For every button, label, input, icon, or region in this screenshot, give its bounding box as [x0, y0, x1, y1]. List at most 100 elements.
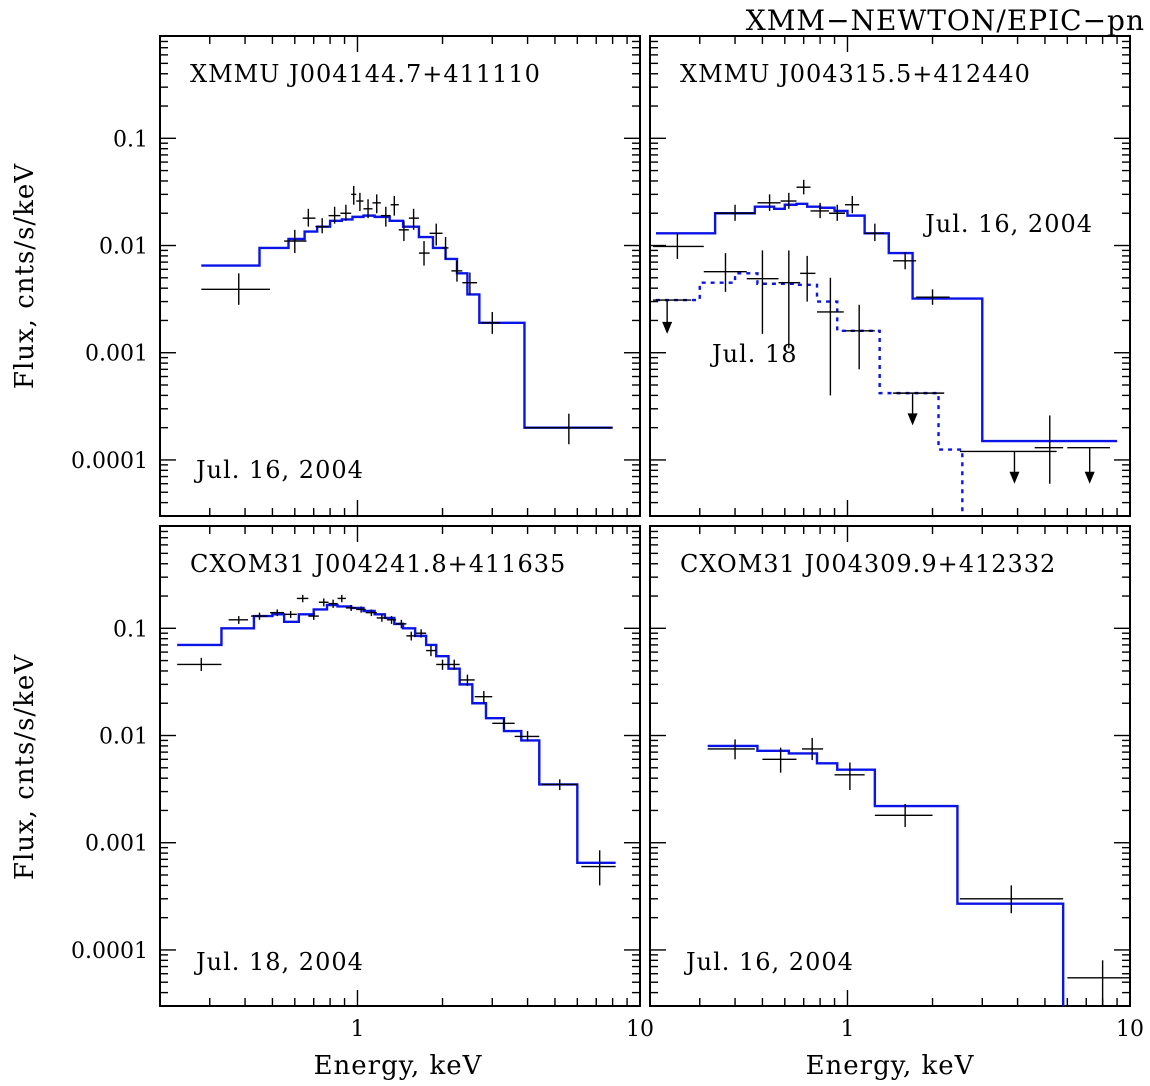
plot-frame — [649, 525, 1131, 1007]
data-point — [874, 803, 933, 828]
data-point — [351, 185, 357, 205]
data-point — [308, 612, 319, 620]
x-tick-label: 1 — [840, 1017, 854, 1042]
data-point — [1034, 415, 1064, 484]
instrument-title: XMM−NEWTON/EPIC−pn — [746, 4, 1145, 37]
data-point — [380, 206, 391, 227]
plot-frame — [649, 35, 1131, 517]
upper-limit-point — [959, 450, 1057, 484]
model-step-solid — [655, 202, 1118, 443]
data-point — [893, 252, 917, 270]
y-tick-label: 0.0001 — [71, 449, 148, 474]
model-step-dotted — [655, 272, 964, 516]
data-point — [390, 195, 399, 216]
data-point — [481, 311, 501, 334]
data-point — [653, 233, 704, 259]
data-point — [448, 659, 460, 670]
data-point — [328, 206, 341, 224]
panel-4: 1 10 CXOM31 J004309.9+412332 Jul. 16, 2004 — [649, 525, 1144, 1042]
data-point — [780, 192, 797, 209]
data-point — [810, 202, 829, 219]
data-point — [707, 739, 755, 760]
data-point — [703, 253, 747, 292]
data-point — [340, 204, 352, 221]
data-point — [318, 598, 329, 607]
model-step-solid — [707, 744, 1065, 1006]
data-point — [406, 631, 416, 641]
data-point — [757, 194, 781, 211]
panel-title: CXOM31 J004309.9+412332 — [680, 550, 1056, 578]
y-axis-label-bottom: Flux, cnts/s/keV — [10, 654, 40, 880]
observation-date-label: Jul. 16, 2004 — [683, 948, 854, 976]
data-point — [492, 718, 515, 730]
plot-frame — [159, 525, 641, 1007]
upper-limit-point — [1067, 447, 1111, 484]
data-point — [514, 731, 540, 742]
y-tick-label: 0.01 — [99, 235, 148, 260]
data-point — [828, 204, 845, 221]
data-point — [337, 594, 346, 603]
x-axis-label-left: Energy, keV — [314, 1051, 483, 1081]
y-tick-label: 0.001 — [85, 832, 148, 857]
x-tick-label: 10 — [626, 1017, 654, 1042]
data-point — [398, 220, 409, 242]
plot-frame — [159, 35, 641, 517]
data-point — [844, 304, 875, 370]
data-point — [746, 250, 779, 334]
data-point — [345, 604, 357, 612]
data-point — [834, 762, 865, 791]
data-point — [459, 674, 475, 686]
data-point — [426, 645, 437, 657]
data-point — [386, 616, 397, 624]
data-point — [228, 616, 249, 624]
data-point — [372, 194, 381, 214]
data-point — [396, 619, 407, 629]
observation-date-label: Jul. 18 — [709, 340, 798, 368]
panel-1: 0.0001 0.001 0.01 0.1 XMMU J004144.7+411110 J… — [71, 35, 641, 517]
data-point — [916, 289, 950, 305]
data-point — [328, 599, 338, 608]
data-point — [269, 609, 285, 617]
data-point — [408, 208, 419, 230]
data-point — [296, 594, 309, 603]
data-point — [284, 229, 307, 254]
observation-date-label: Jul. 16, 2004 — [922, 210, 1093, 238]
upper-limit-point — [893, 392, 945, 426]
data-point — [302, 208, 316, 227]
panel-3: 0.0001 0.001 0.01 0.1 1 10 CXOM31 J004241.8+41… — [71, 525, 654, 1042]
data-point — [284, 611, 297, 618]
panel-title: XMMU J004144.7+411110 — [190, 60, 541, 88]
data-point — [801, 737, 824, 761]
x-tick-label: 10 — [1116, 1017, 1144, 1042]
y-axis-label-top: Flux, cnts/s/keV — [10, 163, 40, 389]
x-axis-label-right: Energy, keV — [806, 1051, 975, 1081]
y-tick-label: 0.001 — [85, 342, 148, 367]
data-point — [1067, 960, 1130, 1006]
upper-limit-point — [653, 299, 692, 334]
data-point — [436, 659, 449, 670]
data-point — [365, 609, 377, 617]
y-tick-label: 0.0001 — [71, 939, 148, 964]
observation-date-label: Jul. 16, 2004 — [193, 456, 364, 484]
data-point — [356, 606, 366, 613]
model-step-solid — [177, 603, 616, 864]
data-point — [356, 192, 364, 211]
data-point — [796, 179, 811, 195]
data-point — [363, 199, 373, 219]
data-point — [542, 779, 578, 791]
data-point — [474, 691, 493, 704]
data-point — [251, 612, 268, 620]
panel-title: CXOM31 J004241.8+411635 — [190, 550, 566, 578]
data-point — [462, 272, 478, 295]
data-point — [376, 614, 387, 622]
y-tick-label: 0.1 — [113, 127, 148, 152]
data-point — [778, 250, 801, 349]
data-point — [959, 885, 1064, 914]
data-point — [451, 260, 463, 282]
data-point — [201, 273, 270, 305]
data-point — [581, 850, 616, 886]
data-point — [177, 657, 222, 671]
panel-2: XMMU J004315.5+412440 Jul. 16, 2004 Jul. 1… — [649, 35, 1131, 517]
data-point — [429, 223, 443, 246]
y-tick-label: 0.01 — [99, 725, 148, 750]
